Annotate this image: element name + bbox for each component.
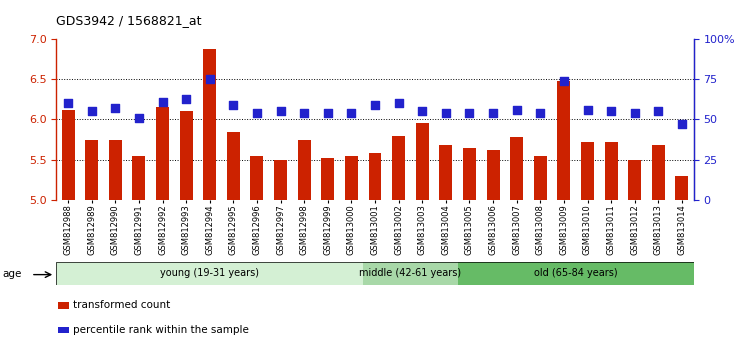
Bar	[440, 145, 452, 200]
Bar	[321, 158, 334, 200]
Point	[369, 102, 381, 108]
Point	[346, 110, 358, 116]
Point	[298, 110, 310, 116]
Bar	[156, 107, 169, 200]
Bar	[652, 145, 664, 200]
Point	[157, 99, 169, 104]
Text: middle (42-61 years): middle (42-61 years)	[359, 268, 461, 279]
Point	[86, 109, 98, 114]
Bar	[392, 136, 405, 200]
Point	[251, 110, 263, 116]
Text: old (65-84 years): old (65-84 years)	[534, 268, 617, 279]
Point	[605, 109, 617, 114]
Point	[534, 110, 546, 116]
Point	[487, 110, 499, 116]
Point	[204, 76, 216, 82]
Point	[440, 110, 452, 116]
Point	[511, 107, 523, 113]
Bar	[62, 110, 74, 200]
Bar	[363, 262, 458, 285]
Point	[180, 96, 192, 101]
Bar	[298, 139, 310, 200]
Bar	[226, 132, 240, 200]
Text: transformed count: transformed count	[73, 300, 170, 310]
Point	[274, 109, 286, 114]
Bar	[179, 112, 193, 200]
Bar	[604, 142, 617, 200]
Bar	[557, 81, 571, 200]
Bar	[58, 302, 69, 309]
Text: young (19-31 years): young (19-31 years)	[160, 268, 260, 279]
Bar	[581, 142, 594, 200]
Text: age: age	[3, 269, 22, 279]
Bar	[534, 156, 547, 200]
Bar	[510, 137, 524, 200]
Point	[416, 109, 428, 114]
Bar	[274, 160, 287, 200]
Bar	[487, 150, 500, 200]
Bar	[416, 123, 429, 200]
Point	[558, 78, 570, 84]
Point	[581, 107, 593, 113]
Point	[227, 102, 239, 108]
Text: GDS3942 / 1568821_at: GDS3942 / 1568821_at	[56, 14, 202, 27]
Bar	[86, 139, 98, 200]
Bar	[251, 156, 263, 200]
Point	[392, 101, 404, 106]
Point	[133, 115, 145, 121]
Bar	[58, 327, 69, 333]
Bar	[203, 48, 216, 200]
Bar	[676, 176, 688, 200]
Bar	[458, 262, 694, 285]
Point	[676, 121, 688, 127]
Bar	[368, 153, 382, 200]
Point	[62, 101, 74, 106]
Point	[628, 110, 640, 116]
Bar	[133, 156, 146, 200]
Point	[652, 109, 664, 114]
Bar	[628, 160, 641, 200]
Text: percentile rank within the sample: percentile rank within the sample	[73, 325, 249, 335]
Point	[322, 110, 334, 116]
Bar	[109, 139, 122, 200]
Bar	[345, 156, 358, 200]
Point	[110, 105, 122, 111]
Point	[464, 110, 476, 116]
Bar	[463, 148, 476, 200]
Bar	[56, 262, 363, 285]
